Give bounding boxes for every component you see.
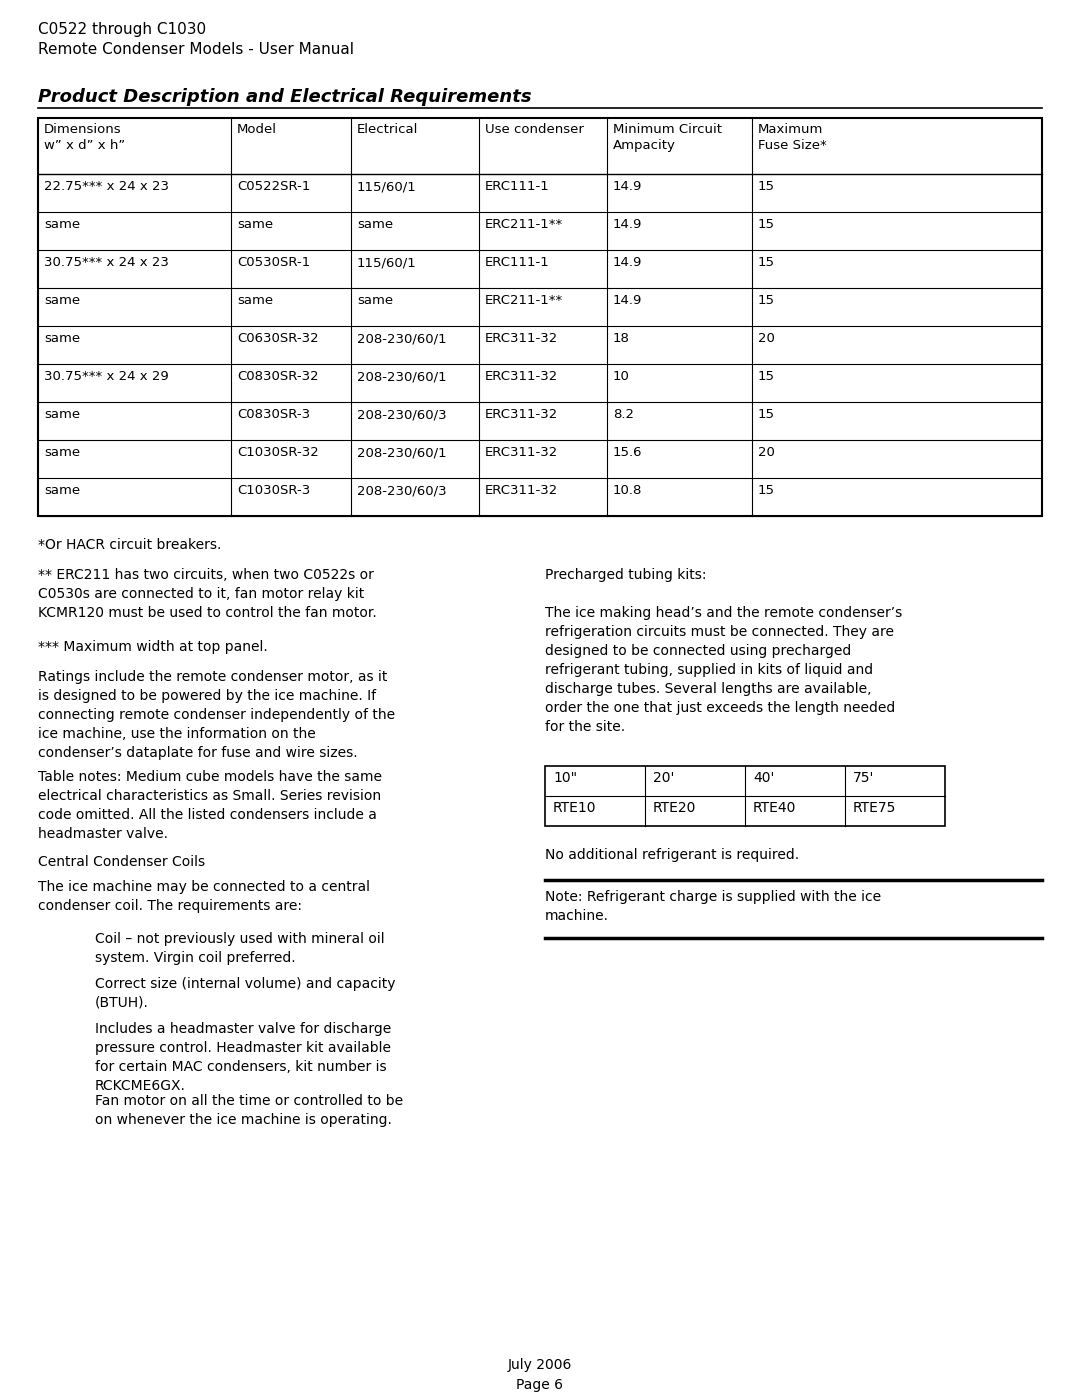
- Text: C0630SR-32: C0630SR-32: [237, 332, 319, 345]
- Text: same: same: [357, 293, 393, 307]
- Text: 115/60/1: 115/60/1: [357, 256, 417, 270]
- Text: ERC111-1: ERC111-1: [485, 180, 550, 193]
- Text: same: same: [44, 332, 80, 345]
- Text: C0522SR-1: C0522SR-1: [237, 180, 310, 193]
- Text: C1030SR-3: C1030SR-3: [237, 483, 310, 497]
- Text: Includes a headmaster valve for discharge
pressure control. Headmaster kit avail: Includes a headmaster valve for discharg…: [95, 1023, 391, 1092]
- Text: C1030SR-32: C1030SR-32: [237, 446, 319, 460]
- Text: 20: 20: [758, 446, 774, 460]
- Text: ERC111-1: ERC111-1: [485, 256, 550, 270]
- Text: Maximum
Fuse Size*: Maximum Fuse Size*: [758, 123, 827, 152]
- Text: ERC311-32: ERC311-32: [485, 483, 558, 497]
- Text: C0830SR-32: C0830SR-32: [237, 370, 319, 383]
- Text: RTE10: RTE10: [553, 800, 596, 814]
- Text: No additional refrigerant is required.: No additional refrigerant is required.: [545, 848, 799, 862]
- Text: Fan motor on all the time or controlled to be
on whenever the ice machine is ope: Fan motor on all the time or controlled …: [95, 1094, 403, 1127]
- Text: 40': 40': [753, 771, 774, 785]
- Text: same: same: [44, 293, 80, 307]
- Text: 15: 15: [758, 483, 775, 497]
- Text: Correct size (internal volume) and capacity
(BTUH).: Correct size (internal volume) and capac…: [95, 977, 395, 1010]
- Text: 30.75*** x 24 x 23: 30.75*** x 24 x 23: [44, 256, 168, 270]
- Text: 14.9: 14.9: [613, 256, 643, 270]
- Text: Central Condenser Coils: Central Condenser Coils: [38, 855, 205, 869]
- Text: 115/60/1: 115/60/1: [357, 180, 417, 193]
- Text: 14.9: 14.9: [613, 180, 643, 193]
- Text: 15: 15: [758, 370, 775, 383]
- Text: *Or HACR circuit breakers.: *Or HACR circuit breakers.: [38, 538, 221, 552]
- Text: 10.8: 10.8: [613, 483, 643, 497]
- Text: ** ERC211 has two circuits, when two C0522s or
C0530s are connected to it, fan m: ** ERC211 has two circuits, when two C05…: [38, 569, 377, 620]
- Text: 20': 20': [653, 771, 674, 785]
- Text: ERC311-32: ERC311-32: [485, 446, 558, 460]
- Text: C0530SR-1: C0530SR-1: [237, 256, 310, 270]
- Text: ERC311-32: ERC311-32: [485, 408, 558, 420]
- Text: 208-230/60/3: 208-230/60/3: [357, 483, 447, 497]
- Text: same: same: [237, 218, 273, 231]
- Text: Model: Model: [237, 123, 276, 136]
- Text: RTE75: RTE75: [853, 800, 896, 814]
- Text: Dimensions
w” x d” x h”: Dimensions w” x d” x h”: [44, 123, 125, 152]
- Text: ERC311-32: ERC311-32: [485, 332, 558, 345]
- Text: ERC211-1**: ERC211-1**: [485, 218, 564, 231]
- Text: Note: Refrigerant charge is supplied with the ice
machine.: Note: Refrigerant charge is supplied wit…: [545, 890, 881, 923]
- Text: 20: 20: [758, 332, 774, 345]
- Text: *** Maximum width at top panel.: *** Maximum width at top panel.: [38, 640, 268, 654]
- Text: 75': 75': [853, 771, 875, 785]
- Text: C0522 through C1030: C0522 through C1030: [38, 22, 206, 36]
- Text: 22.75*** x 24 x 23: 22.75*** x 24 x 23: [44, 180, 168, 193]
- Text: ERC211-1**: ERC211-1**: [485, 293, 564, 307]
- Text: same: same: [237, 293, 273, 307]
- Text: Precharged tubing kits:: Precharged tubing kits:: [545, 569, 706, 583]
- Text: same: same: [44, 408, 80, 420]
- Text: same: same: [44, 446, 80, 460]
- Text: 15: 15: [758, 293, 775, 307]
- Text: Use condenser: Use condenser: [485, 123, 584, 136]
- Text: 15: 15: [758, 180, 775, 193]
- Text: 14.9: 14.9: [613, 218, 643, 231]
- Text: Minimum Circuit
Ampacity: Minimum Circuit Ampacity: [613, 123, 723, 152]
- Text: 208-230/60/1: 208-230/60/1: [357, 332, 447, 345]
- Bar: [545, 766, 945, 826]
- Text: same: same: [357, 218, 393, 231]
- Text: 14.9: 14.9: [613, 293, 643, 307]
- Text: 8.2: 8.2: [613, 408, 634, 420]
- Text: RTE20: RTE20: [653, 800, 697, 814]
- Text: 15.6: 15.6: [613, 446, 643, 460]
- Text: The ice machine may be connected to a central
condenser coil. The requirements a: The ice machine may be connected to a ce…: [38, 880, 370, 914]
- Text: 208-230/60/1: 208-230/60/1: [357, 446, 447, 460]
- Text: Coil – not previously used with mineral oil
system. Virgin coil preferred.: Coil – not previously used with mineral …: [95, 932, 384, 965]
- Text: Remote Condenser Models - User Manual: Remote Condenser Models - User Manual: [38, 42, 354, 57]
- Text: 15: 15: [758, 408, 775, 420]
- Text: same: same: [44, 218, 80, 231]
- Text: 208-230/60/3: 208-230/60/3: [357, 408, 447, 420]
- Text: 18: 18: [613, 332, 630, 345]
- Text: ERC311-32: ERC311-32: [485, 370, 558, 383]
- Bar: [38, 117, 1042, 515]
- Text: Product Description and Electrical Requirements: Product Description and Electrical Requi…: [38, 88, 531, 106]
- Text: July 2006
Page 6: July 2006 Page 6: [508, 1358, 572, 1391]
- Text: same: same: [44, 483, 80, 497]
- Text: RTE40: RTE40: [753, 800, 796, 814]
- Text: C0830SR-3: C0830SR-3: [237, 408, 310, 420]
- Text: 10": 10": [553, 771, 577, 785]
- Text: 15: 15: [758, 218, 775, 231]
- Text: 208-230/60/1: 208-230/60/1: [357, 370, 447, 383]
- Text: 30.75*** x 24 x 29: 30.75*** x 24 x 29: [44, 370, 168, 383]
- Text: 15: 15: [758, 256, 775, 270]
- Text: Ratings include the remote condenser motor, as it
is designed to be powered by t: Ratings include the remote condenser mot…: [38, 671, 395, 760]
- Text: 10: 10: [613, 370, 630, 383]
- Text: The ice making head’s and the remote condenser’s
refrigeration circuits must be : The ice making head’s and the remote con…: [545, 606, 902, 733]
- Text: Electrical: Electrical: [357, 123, 418, 136]
- Text: Table notes: Medium cube models have the same
electrical characteristics as Smal: Table notes: Medium cube models have the…: [38, 770, 382, 841]
